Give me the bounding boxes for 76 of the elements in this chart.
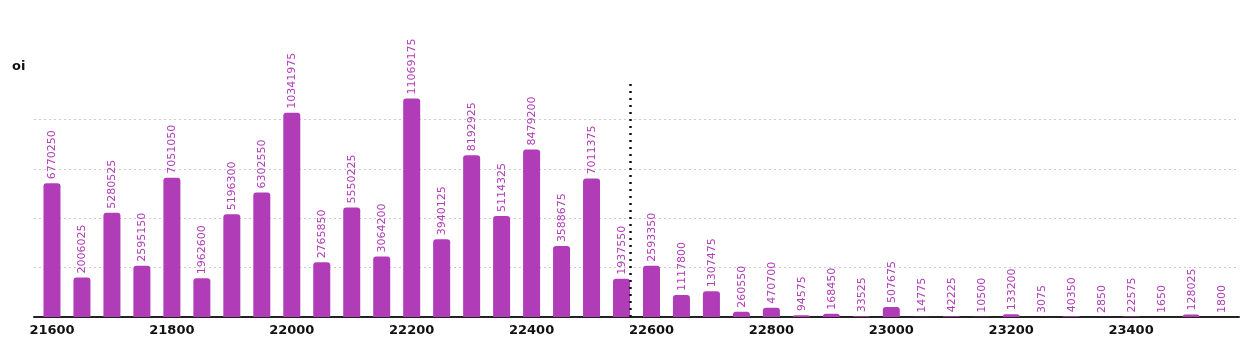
bar bbox=[613, 278, 631, 317]
data-label: 10341975 bbox=[285, 52, 299, 109]
data-label: 2765850 bbox=[315, 209, 329, 259]
data-label: 42225 bbox=[944, 277, 958, 313]
data-label: 128025 bbox=[1184, 268, 1198, 311]
bar bbox=[313, 262, 331, 317]
x-tick-label: 22400 bbox=[508, 322, 555, 337]
data-label: 168450 bbox=[824, 267, 838, 310]
bar bbox=[493, 215, 511, 317]
data-label: 22575 bbox=[1124, 277, 1138, 313]
x-tick-label: 23400 bbox=[1108, 322, 1154, 337]
data-label: 3075 bbox=[1034, 284, 1048, 313]
data-label: 14775 bbox=[914, 277, 928, 313]
bar bbox=[43, 183, 61, 317]
data-label: 2850 bbox=[1094, 284, 1108, 313]
x-tick-label: 22600 bbox=[628, 322, 675, 337]
bar bbox=[672, 294, 690, 317]
x-tick-label: 23000 bbox=[868, 322, 914, 337]
data-label: 8192925 bbox=[465, 102, 479, 152]
data-label: 5280525 bbox=[105, 159, 119, 209]
data-label: 3588675 bbox=[555, 193, 569, 243]
bar bbox=[642, 265, 660, 317]
data-label: 1117800 bbox=[674, 241, 688, 291]
bar bbox=[762, 307, 780, 317]
bar bbox=[283, 112, 301, 317]
bar bbox=[463, 155, 481, 317]
data-label: 5550225 bbox=[345, 154, 359, 204]
data-label: 11069175 bbox=[405, 38, 419, 95]
bar bbox=[583, 178, 601, 317]
data-label: 1800 bbox=[1214, 284, 1228, 313]
data-label: 33525 bbox=[854, 277, 868, 313]
bar bbox=[163, 177, 181, 317]
bar bbox=[523, 149, 541, 317]
data-label: 94575 bbox=[794, 276, 808, 312]
bar bbox=[193, 278, 211, 317]
x-tick-label: 22000 bbox=[269, 322, 315, 337]
bar bbox=[73, 277, 91, 317]
bar bbox=[133, 265, 151, 317]
x-tick-label: 21600 bbox=[29, 322, 75, 337]
bar bbox=[403, 98, 421, 317]
bar bbox=[253, 192, 271, 317]
data-label: 133200 bbox=[1004, 268, 1018, 311]
data-label: 7051050 bbox=[165, 124, 179, 174]
data-label: 5196300 bbox=[225, 161, 239, 211]
bar bbox=[223, 214, 241, 317]
y-axis-title: oi bbox=[12, 58, 26, 73]
data-label: 6302550 bbox=[255, 139, 269, 189]
data-label: 10500 bbox=[974, 277, 988, 313]
data-label: 2595150 bbox=[135, 212, 149, 262]
data-label: 2006025 bbox=[75, 224, 89, 274]
data-label: 470700 bbox=[764, 261, 778, 304]
data-label: 1937550 bbox=[615, 225, 629, 275]
data-label: 1307475 bbox=[704, 238, 718, 288]
x-tick-label: 21800 bbox=[149, 322, 195, 337]
data-label: 40350 bbox=[1064, 277, 1078, 313]
bar bbox=[433, 239, 451, 317]
data-label: 2593350 bbox=[644, 212, 658, 262]
x-tick-label: 22200 bbox=[389, 322, 435, 337]
data-label: 5114325 bbox=[495, 162, 509, 212]
bar bbox=[553, 246, 571, 317]
bar bbox=[702, 291, 720, 317]
data-label: 8479200 bbox=[525, 96, 539, 146]
data-label: 1650 bbox=[1154, 284, 1168, 313]
bar bbox=[882, 306, 900, 317]
bar bbox=[343, 207, 361, 317]
data-label: 1962600 bbox=[195, 225, 209, 275]
bar bbox=[373, 256, 391, 317]
data-label: 3940125 bbox=[435, 186, 449, 236]
data-label: 3064200 bbox=[375, 203, 389, 253]
data-label: 507675 bbox=[884, 260, 898, 303]
x-tick-label: 23200 bbox=[988, 322, 1034, 337]
bar bbox=[103, 212, 121, 317]
data-label: 260550 bbox=[734, 265, 748, 308]
data-label: 6770250 bbox=[45, 130, 59, 180]
x-tick-label: 22800 bbox=[748, 322, 795, 337]
data-label: 7011375 bbox=[585, 125, 599, 175]
